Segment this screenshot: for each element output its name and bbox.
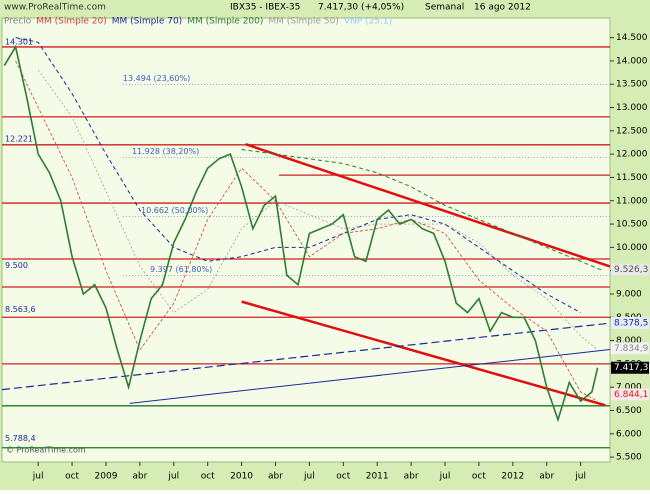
y-tick-label: 11.500 — [616, 173, 648, 183]
price-label: 9.526,3 — [614, 265, 648, 275]
price-label: 7.834,9 — [614, 344, 649, 354]
level-label: 8.563,6 — [5, 305, 36, 314]
y-tick-label: 10.000 — [616, 243, 648, 253]
y-tick-label: 8.000 — [616, 336, 642, 346]
series-line — [37, 69, 598, 351]
price-box — [611, 361, 649, 374]
legend-entry: MM (Simple 50) — [268, 17, 338, 27]
price-box — [611, 316, 649, 329]
price-box — [611, 342, 649, 355]
x-tick-label: oct — [472, 472, 486, 482]
legend-entry: Precio — [4, 17, 32, 27]
x-tick-label: jul — [32, 472, 44, 482]
x-tick-label: abr — [539, 472, 554, 482]
x-tick-label: oct — [201, 472, 215, 482]
level-label: 5.788,4 — [5, 434, 36, 443]
y-tick-label: 12.000 — [616, 150, 648, 160]
level-label: 14.301 — [5, 37, 33, 46]
plot-area — [1, 17, 611, 463]
trendline — [1, 322, 611, 391]
y-tick-label: 9.000 — [616, 289, 642, 299]
fib-label: 9.397 (61,80%) — [150, 265, 212, 274]
y-tick-label: 7.000 — [616, 383, 642, 393]
level-label: 9.500 — [5, 261, 28, 270]
x-tick-label: oct — [65, 472, 79, 482]
date: 16 ago 2012 — [474, 3, 531, 13]
x-tick-label: jul — [439, 472, 451, 482]
price-box — [611, 263, 649, 276]
y-tick-label: 5.500 — [616, 453, 642, 463]
x-tick-label: oct — [336, 472, 350, 482]
series-line — [15, 60, 598, 402]
copyright: © ProRealTime.com — [6, 446, 86, 455]
price-box — [611, 388, 649, 401]
price-label: 8.378,5 — [614, 318, 648, 328]
y-tick-label: 13.500 — [616, 80, 648, 90]
site: www.ProRealTime.com — [4, 3, 106, 13]
y-tick-label: 14.500 — [616, 33, 648, 43]
legend-entry: MM (Simple 20) — [36, 17, 106, 27]
x-tick-label: 2009 — [95, 472, 118, 482]
y-tick-label: 6.000 — [616, 429, 642, 439]
series-line — [3, 44, 599, 423]
legend-entry: VNP (25.1) — [344, 17, 392, 27]
trendline — [129, 349, 611, 404]
x-tick-label: 2011 — [366, 472, 389, 482]
level-label: 12.221 — [5, 134, 33, 143]
x-tick-label: jul — [303, 472, 315, 482]
y-tick-label: 12.500 — [616, 126, 648, 136]
price-label: 6.844,1 — [614, 390, 648, 400]
trendline — [241, 300, 606, 407]
fib-label: 11.928 (38,20%) — [132, 147, 199, 156]
y-tick-label: 10.500 — [616, 220, 648, 230]
series-line — [241, 149, 604, 272]
x-tick-label: jul — [167, 472, 179, 482]
price-label: 7.417,30 — [614, 363, 650, 373]
y-tick-label: 11.000 — [616, 196, 648, 206]
x-tick-label: abr — [268, 472, 283, 482]
x-tick-label: abr — [132, 472, 147, 482]
x-tick-label: jul — [574, 472, 586, 482]
last-price: 7.417,30 (+4,05%) — [318, 3, 404, 13]
x-tick-label: abr — [404, 472, 419, 482]
series-line — [15, 37, 581, 314]
legend-entry: MM (Simple 70) — [112, 17, 182, 27]
chart-title: IBX35 - IBEX-35 — [230, 3, 300, 13]
trendline — [245, 142, 611, 268]
y-tick-label: 13.000 — [616, 103, 648, 113]
y-tick-label: 14.000 — [616, 56, 648, 66]
legend-entry: MM (Simple 200) — [187, 17, 263, 27]
y-tick-label: 6.500 — [616, 406, 642, 416]
x-tick-label: 2012 — [501, 472, 524, 482]
fib-label: 13.494 (23,60%) — [123, 74, 190, 83]
fib-label: 10.662 (50,00%) — [141, 206, 208, 215]
period: Semanal — [425, 3, 464, 13]
x-tick-label: 2010 — [230, 472, 253, 482]
